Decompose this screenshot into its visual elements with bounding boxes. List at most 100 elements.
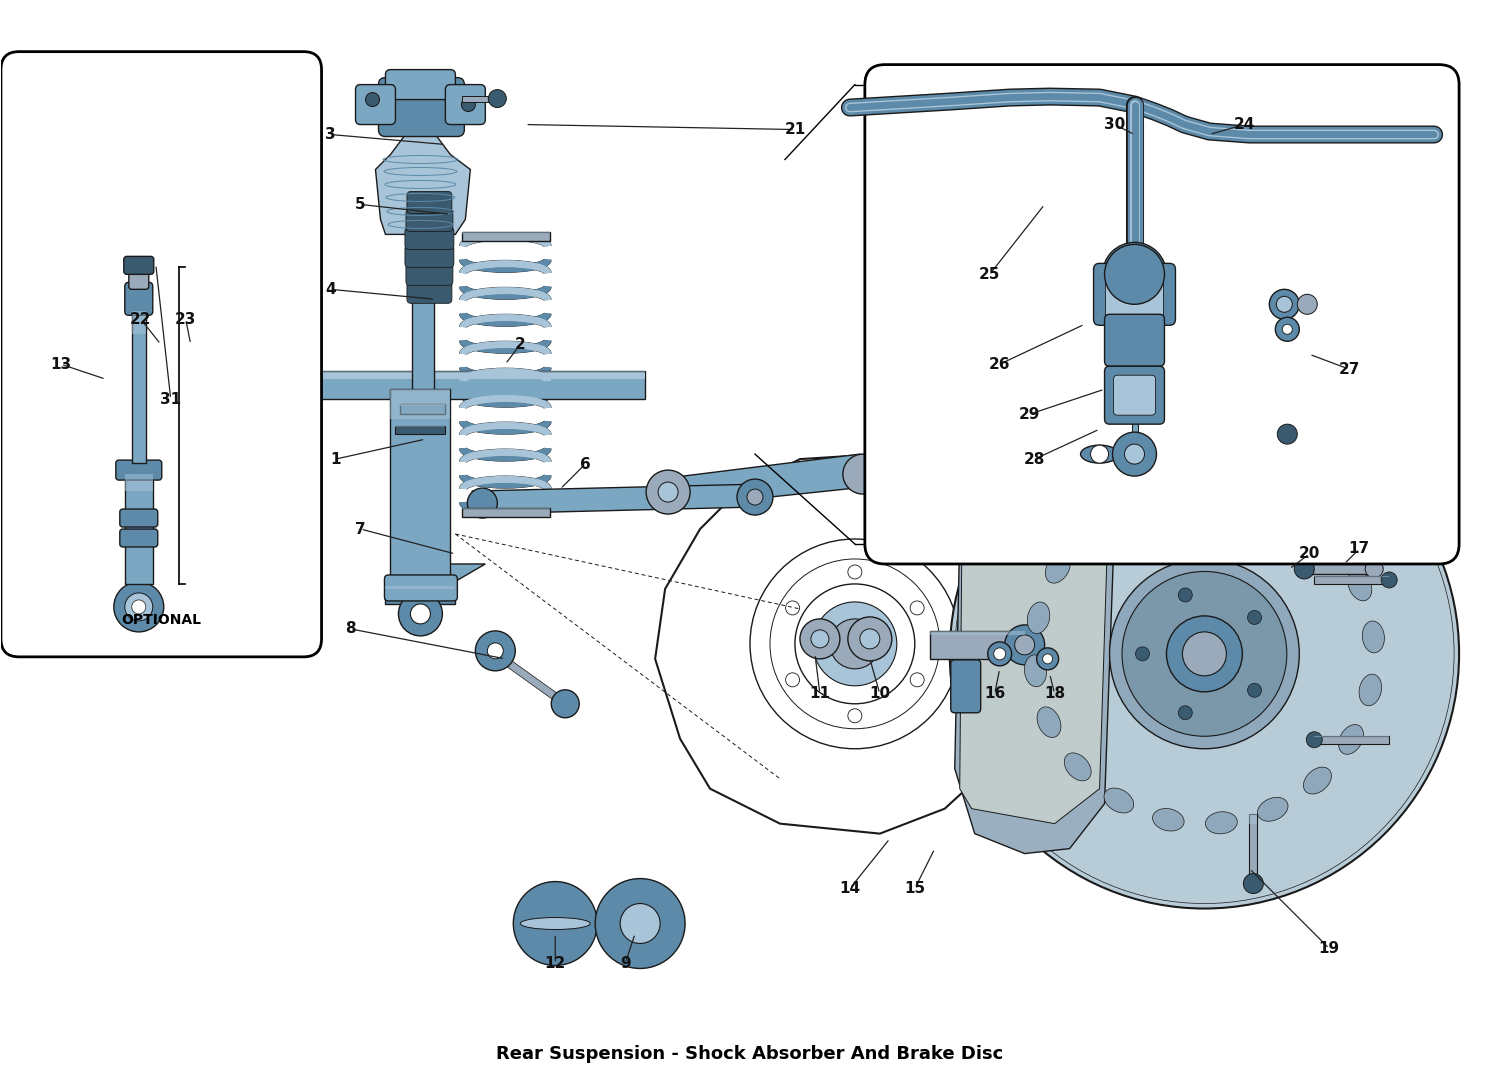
Bar [390, 389, 450, 419]
Circle shape [1136, 647, 1149, 661]
Circle shape [1382, 572, 1396, 588]
Circle shape [1248, 611, 1262, 624]
FancyBboxPatch shape [1113, 376, 1155, 415]
Circle shape [399, 592, 442, 636]
Bar [255, 382, 261, 389]
Circle shape [1167, 616, 1242, 692]
Circle shape [468, 488, 498, 518]
Text: 19: 19 [1318, 941, 1340, 956]
Circle shape [800, 619, 840, 659]
FancyBboxPatch shape [124, 256, 154, 274]
Text: 17: 17 [1348, 541, 1370, 556]
Circle shape [843, 454, 884, 494]
Circle shape [1005, 625, 1044, 665]
Text: Rear Suspension - Shock Absorber And Brake Disc: Rear Suspension - Shock Absorber And Bra… [496, 1045, 1004, 1063]
Bar [413, 230, 435, 256]
Circle shape [1298, 294, 1317, 315]
Ellipse shape [520, 918, 590, 930]
Circle shape [1278, 424, 1298, 444]
FancyBboxPatch shape [129, 268, 149, 290]
Circle shape [152, 330, 261, 440]
Text: 22: 22 [130, 311, 152, 327]
Circle shape [1269, 290, 1299, 319]
Circle shape [1090, 445, 1108, 463]
Circle shape [1114, 255, 1155, 294]
Bar [400, 404, 445, 414]
Bar [132, 311, 146, 463]
Circle shape [1179, 588, 1192, 602]
Circle shape [488, 643, 504, 659]
Circle shape [1275, 317, 1299, 341]
Bar [165, 374, 645, 379]
Bar [1250, 813, 1257, 824]
Ellipse shape [1304, 767, 1332, 794]
Circle shape [830, 619, 880, 669]
Circle shape [164, 343, 248, 427]
Circle shape [987, 641, 1011, 665]
Bar [76, 371, 130, 376]
Circle shape [132, 600, 146, 614]
Bar [1314, 736, 1389, 744]
FancyBboxPatch shape [406, 209, 453, 231]
Circle shape [513, 882, 597, 966]
Polygon shape [416, 564, 486, 589]
Circle shape [118, 347, 194, 424]
Polygon shape [375, 130, 471, 234]
Text: 24: 24 [1233, 117, 1256, 132]
Polygon shape [954, 489, 1114, 854]
Bar [255, 382, 261, 424]
Circle shape [1125, 444, 1144, 464]
Ellipse shape [1120, 487, 1152, 511]
Ellipse shape [1104, 788, 1134, 813]
Circle shape [1182, 632, 1227, 676]
Bar [124, 474, 153, 490]
Text: 28: 28 [1024, 452, 1045, 466]
Ellipse shape [1036, 707, 1060, 737]
Bar [400, 404, 445, 406]
Bar [268, 382, 273, 389]
Text: 12: 12 [544, 956, 566, 971]
Bar [1314, 576, 1389, 577]
Bar [462, 232, 550, 234]
Polygon shape [660, 454, 870, 507]
FancyBboxPatch shape [356, 85, 396, 124]
FancyBboxPatch shape [384, 575, 458, 601]
Text: 21: 21 [784, 122, 806, 137]
Circle shape [411, 604, 430, 624]
Bar [930, 631, 1024, 659]
Ellipse shape [1080, 445, 1119, 463]
FancyBboxPatch shape [120, 529, 158, 547]
Text: 18: 18 [1044, 686, 1065, 701]
Text: 3: 3 [326, 127, 336, 142]
Text: 30: 30 [1104, 117, 1125, 132]
Circle shape [1179, 706, 1192, 720]
Text: 8: 8 [345, 622, 355, 636]
Text: 14: 14 [840, 881, 861, 896]
Bar [124, 474, 153, 584]
Circle shape [122, 351, 190, 420]
Circle shape [165, 357, 174, 365]
Ellipse shape [1152, 808, 1184, 831]
FancyBboxPatch shape [951, 660, 981, 713]
Bar [1250, 813, 1257, 883]
Text: 2: 2 [514, 337, 525, 352]
Circle shape [366, 93, 380, 107]
Bar [462, 96, 498, 101]
Bar [220, 351, 243, 354]
Text: 13: 13 [51, 357, 72, 371]
Ellipse shape [1046, 553, 1070, 583]
Text: 31: 31 [160, 392, 182, 406]
Circle shape [859, 628, 880, 649]
FancyBboxPatch shape [1104, 315, 1164, 366]
Bar [165, 371, 645, 400]
Text: 16: 16 [984, 686, 1005, 701]
Text: 15: 15 [904, 881, 926, 896]
FancyBboxPatch shape [1106, 272, 1164, 318]
Ellipse shape [1348, 571, 1372, 601]
FancyBboxPatch shape [378, 77, 465, 136]
Text: 6: 6 [580, 456, 591, 472]
Circle shape [174, 353, 237, 417]
Circle shape [552, 689, 579, 718]
Text: 29: 29 [1019, 406, 1041, 421]
Text: 10: 10 [870, 686, 891, 701]
